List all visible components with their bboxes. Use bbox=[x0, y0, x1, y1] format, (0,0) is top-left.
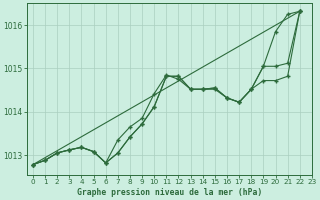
X-axis label: Graphe pression niveau de la mer (hPa): Graphe pression niveau de la mer (hPa) bbox=[77, 188, 262, 197]
